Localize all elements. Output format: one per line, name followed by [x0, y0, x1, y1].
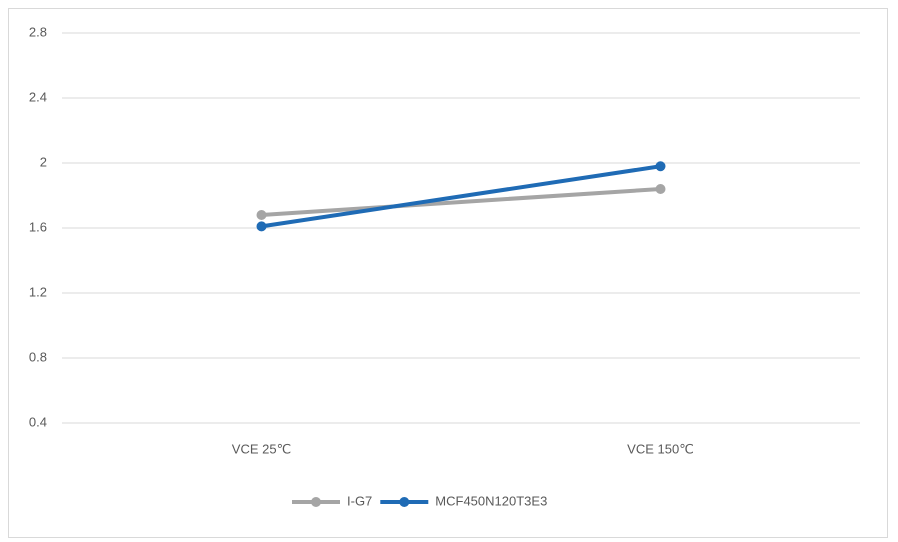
legend-marker: [399, 497, 410, 507]
y-tick-label: 2: [40, 154, 47, 169]
y-tick-label: 0.8: [29, 349, 47, 364]
y-tick-label: 2.8: [29, 24, 47, 39]
chart-border: [8, 8, 888, 538]
legend-label: I-G7: [347, 493, 372, 508]
point: [655, 184, 666, 194]
y-tick-label: 2.4: [29, 89, 47, 104]
point: [256, 210, 267, 220]
point: [655, 161, 666, 172]
legend-marker: [311, 497, 321, 507]
series-line: [259, 164, 663, 229]
y-tick-label: 1.2: [29, 284, 47, 299]
y-tick-label: 0.4: [29, 414, 47, 429]
x-tick-label: VCE 25℃: [232, 441, 291, 456]
series-line: [259, 187, 663, 217]
x-tick-label: VCE 150℃: [627, 441, 694, 456]
y-tick-label: 1.6: [29, 219, 47, 234]
point: [256, 221, 267, 232]
legend-label: MCF450N120T3E3: [435, 493, 547, 508]
